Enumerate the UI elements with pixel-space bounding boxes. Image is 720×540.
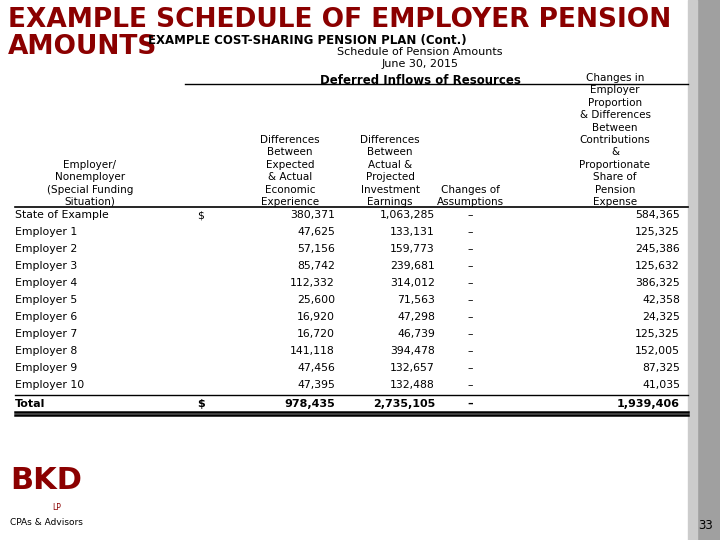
Text: AMOUNTS: AMOUNTS [8, 34, 158, 60]
Text: –: – [467, 227, 473, 237]
Text: 112,332: 112,332 [290, 278, 335, 288]
Text: 1,939,406: 1,939,406 [617, 399, 680, 409]
Text: 71,563: 71,563 [397, 295, 435, 305]
Text: Employer 6: Employer 6 [15, 312, 77, 322]
Text: Employer 1: Employer 1 [15, 227, 77, 237]
Text: Changes in
Employer
Proportion
& Differences
Between
Contributions
&
Proportiona: Changes in Employer Proportion & Differe… [580, 73, 650, 207]
Text: $: $ [197, 399, 204, 409]
Text: 42,358: 42,358 [642, 295, 680, 305]
Text: BKD: BKD [10, 466, 82, 495]
Text: Total: Total [15, 399, 45, 409]
Text: 133,131: 133,131 [390, 227, 435, 237]
Text: –: – [467, 380, 473, 390]
Text: –: – [467, 399, 473, 409]
Text: Employer 7: Employer 7 [15, 329, 77, 339]
Text: 245,386: 245,386 [635, 244, 680, 254]
Text: –: – [467, 346, 473, 356]
Text: 239,681: 239,681 [390, 261, 435, 271]
Bar [688, 0, 697, 540]
Text: 25,600: 25,600 [297, 295, 335, 305]
Text: 47,625: 47,625 [297, 227, 335, 237]
Text: Employer 2: Employer 2 [15, 244, 77, 254]
Text: 584,365: 584,365 [635, 210, 680, 220]
Text: 87,325: 87,325 [642, 363, 680, 373]
Text: June 30, 2015: June 30, 2015 [382, 59, 459, 69]
Text: Differences
Between
Expected
& Actual
Economic
Experience: Differences Between Expected & Actual Ec… [260, 135, 320, 207]
Text: 2,735,105: 2,735,105 [373, 399, 435, 409]
Text: 141,118: 141,118 [290, 346, 335, 356]
Text: 57,156: 57,156 [297, 244, 335, 254]
Text: 159,773: 159,773 [390, 244, 435, 254]
Text: 125,632: 125,632 [635, 261, 680, 271]
Text: Employer/
Nonemployer
(Special Funding
Situation): Employer/ Nonemployer (Special Funding S… [47, 160, 133, 207]
Text: –: – [467, 261, 473, 271]
Text: 41,035: 41,035 [642, 380, 680, 390]
Text: 152,005: 152,005 [635, 346, 680, 356]
Text: –: – [467, 312, 473, 322]
Text: 46,739: 46,739 [397, 329, 435, 339]
Text: 47,456: 47,456 [297, 363, 335, 373]
Text: Deferred Inflows of Resources: Deferred Inflows of Resources [320, 74, 521, 87]
Text: 132,488: 132,488 [390, 380, 435, 390]
Text: Employer 3: Employer 3 [15, 261, 77, 271]
Text: EXAMPLE SCHEDULE OF EMPLOYER PENSION: EXAMPLE SCHEDULE OF EMPLOYER PENSION [8, 7, 671, 33]
Text: 394,478: 394,478 [390, 346, 435, 356]
Text: Employer 10: Employer 10 [15, 380, 84, 390]
Text: 47,298: 47,298 [397, 312, 435, 322]
Text: CPAs & Advisors: CPAs & Advisors [10, 518, 83, 527]
Text: Employer 5: Employer 5 [15, 295, 77, 305]
Text: –: – [467, 363, 473, 373]
Text: 978,435: 978,435 [284, 399, 335, 409]
Text: Differences
Between
Actual &
Projected
Investment
Earnings: Differences Between Actual & Projected I… [360, 135, 420, 207]
Text: –: – [467, 329, 473, 339]
Text: 125,325: 125,325 [635, 227, 680, 237]
Text: Schedule of Pension Amounts: Schedule of Pension Amounts [337, 47, 503, 57]
Text: Employer 8: Employer 8 [15, 346, 77, 356]
Text: State of Example: State of Example [15, 210, 109, 220]
Text: 132,657: 132,657 [390, 363, 435, 373]
Text: 16,920: 16,920 [297, 312, 335, 322]
Text: 1,063,285: 1,063,285 [379, 210, 435, 220]
Text: Employer 4: Employer 4 [15, 278, 77, 288]
Text: LP: LP [52, 503, 61, 512]
Text: Changes of
Assumptions: Changes of Assumptions [436, 185, 503, 207]
Text: EXAMPLE COST-SHARING PENSION PLAN (Cont.): EXAMPLE COST-SHARING PENSION PLAN (Cont.… [148, 34, 467, 47]
Text: Employer 9: Employer 9 [15, 363, 77, 373]
Text: 125,325: 125,325 [635, 329, 680, 339]
Text: $: $ [197, 210, 204, 220]
Bar [697, 0, 720, 540]
Text: 47,395: 47,395 [297, 380, 335, 390]
Text: 386,325: 386,325 [635, 278, 680, 288]
Text: 33: 33 [698, 519, 714, 532]
Text: –: – [467, 295, 473, 305]
Text: –: – [467, 244, 473, 254]
Text: 16,720: 16,720 [297, 329, 335, 339]
Text: 380,371: 380,371 [290, 210, 335, 220]
Text: 24,325: 24,325 [642, 312, 680, 322]
Text: 85,742: 85,742 [297, 261, 335, 271]
Text: –: – [467, 210, 473, 220]
Text: 314,012: 314,012 [390, 278, 435, 288]
Text: –: – [467, 278, 473, 288]
